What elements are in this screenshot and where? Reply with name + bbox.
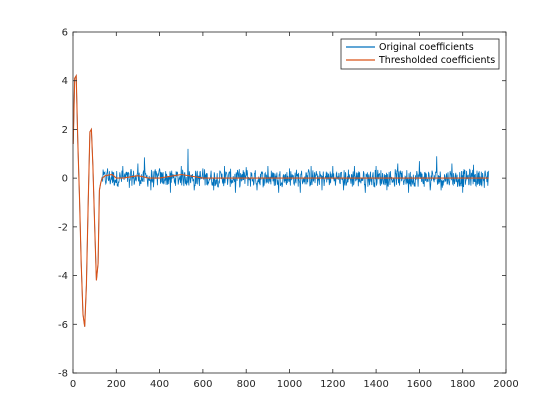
x-tick-label: 600 <box>193 379 212 390</box>
legend-box <box>340 38 500 70</box>
x-tick-label: 1200 <box>320 379 345 390</box>
y-tick-label: -6 <box>58 320 68 331</box>
y-tick-label: 6 <box>62 28 68 39</box>
y-tick-label: 2 <box>62 125 68 136</box>
x-tick-label: 0 <box>70 379 76 390</box>
x-tick-label: 1000 <box>277 379 302 390</box>
y-tick-label: -8 <box>58 369 68 380</box>
x-tick-label: 2000 <box>493 379 518 390</box>
series-line-thresholded <box>72 73 489 327</box>
x-tick-label: 400 <box>150 379 169 390</box>
x-tick-label: 200 <box>107 379 126 390</box>
plot-area <box>72 73 490 327</box>
y-tick-label: -4 <box>58 271 68 282</box>
axis-ticks: 0 200 400 600 800 1000 1200 1400 1600 1800 2000 -8 -… <box>58 28 519 391</box>
legend: Original coefficients Thresholded coeffi… <box>340 38 500 70</box>
legend-label-original: Original coefficients <box>379 42 474 53</box>
legend-label-thresholded: Thresholded coefficients <box>378 55 495 66</box>
y-tick-label: -2 <box>58 222 68 233</box>
y-tick-label: 0 <box>62 174 68 185</box>
y-tick-label: 4 <box>62 76 68 87</box>
x-tick-label: 800 <box>237 379 256 390</box>
x-tick-label: 1800 <box>450 379 475 390</box>
x-tick-label: 1400 <box>363 379 388 390</box>
x-tick-label: 1600 <box>407 379 432 390</box>
